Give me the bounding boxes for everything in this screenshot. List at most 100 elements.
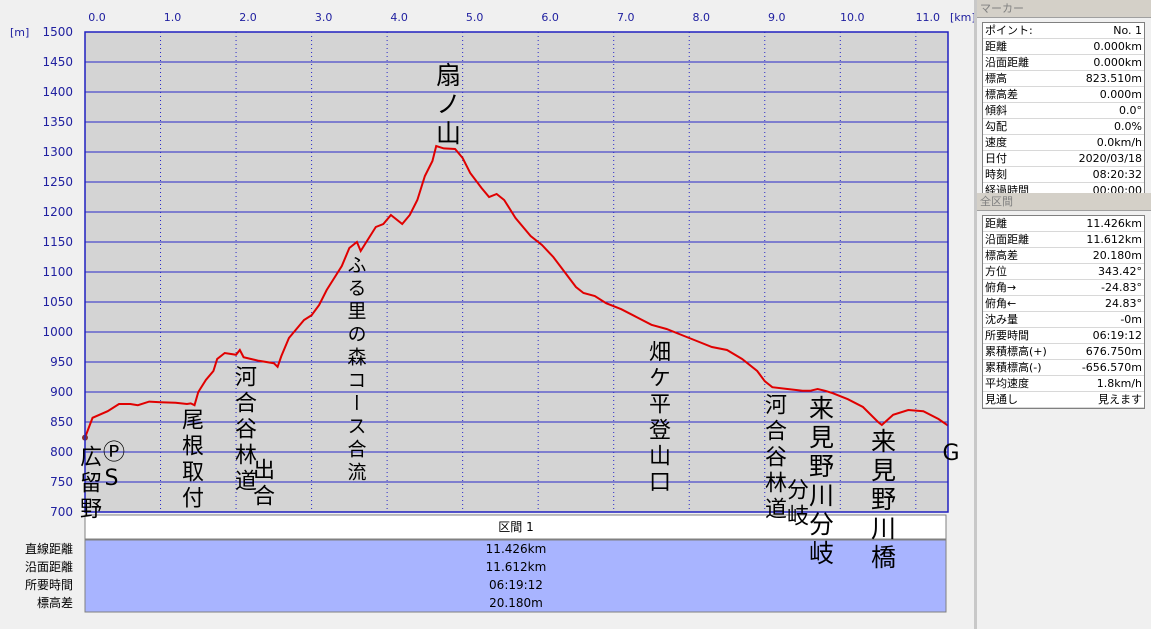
y-tick-label: 1100 <box>42 265 73 279</box>
row-label: 累積標高(+) <box>985 345 1047 358</box>
panel-row: 沿面距離 0.000km <box>983 55 1144 71</box>
row-label: 所要時間 <box>985 329 1029 342</box>
annotation: 扇ノ山 <box>432 62 462 149</box>
row-label: 距離 <box>985 40 1007 53</box>
row-label: 俯角← <box>985 297 1017 310</box>
x-tick-label: 0.0 <box>88 11 106 24</box>
panel-header: マーカー <box>977 0 1151 18</box>
panel-row: 累積標高(+) 676.750m <box>983 344 1144 360</box>
panel-row: 沈み量 -0m <box>983 312 1144 328</box>
annotation: 出合 <box>249 458 274 510</box>
x-tick-label: 7.0 <box>617 11 635 24</box>
row-value: -24.83° <box>1101 281 1142 294</box>
y-tick-label: 700 <box>50 505 73 519</box>
y-tick-label: 1400 <box>42 85 73 99</box>
row-label: 方位 <box>985 265 1007 278</box>
section-body <box>84 539 947 613</box>
x-tick-label: 8.0 <box>692 11 710 24</box>
panel-row: 勾配 0.0% <box>983 119 1144 135</box>
row-label: 傾斜 <box>985 104 1007 117</box>
panel-row: 累積標高(-) -656.570m <box>983 360 1144 376</box>
total-panel: 全区間 距離 11.426km 沿面距離 11.612km 標高差 20.180m 方位 34… <box>977 193 1151 409</box>
panel-row: 俯角← 24.83° <box>983 296 1144 312</box>
panel-row: 平均速度 1.8km/h <box>983 376 1144 392</box>
annotation: 分岐 <box>783 478 808 530</box>
row-value: 676.750m <box>1085 345 1142 358</box>
panel-row: 方位 343.42° <box>983 264 1144 280</box>
y-tick-label: 1350 <box>42 115 73 129</box>
row-label: 距離 <box>985 217 1007 230</box>
y-tick-label: 850 <box>50 415 73 429</box>
panel-row: 標高 823.510m <box>983 71 1144 87</box>
annotation: 広留野 <box>76 445 101 523</box>
y-tick-label: 1250 <box>42 175 73 189</box>
row-label: 俯角→ <box>985 281 1017 294</box>
row-label: 標高差 <box>985 88 1018 101</box>
row-value: 343.42° <box>1098 265 1142 278</box>
row-label: 見通し <box>985 393 1018 406</box>
row-label: 標高差 <box>985 249 1018 262</box>
section-value: 11.612km <box>486 560 547 574</box>
x-tick-label: 9.0 <box>768 11 786 24</box>
elevation-line <box>84 144 949 438</box>
panel-row: 見通し 見えます <box>983 392 1144 408</box>
y-tick-label: 1150 <box>42 235 73 249</box>
x-tick-label: 6.0 <box>541 11 559 24</box>
row-value: -0m <box>1120 313 1142 326</box>
section-label: 所要時間 <box>25 578 73 592</box>
row-value: 823.510m <box>1085 72 1142 85</box>
row-value: 24.83° <box>1105 297 1142 310</box>
section-label: 沿面距離 <box>25 560 73 574</box>
y-tick-label: 900 <box>50 385 73 399</box>
plot-border <box>84 31 949 513</box>
row-label: 時刻 <box>985 168 1007 181</box>
panel-row: 沿面距離 11.612km <box>983 232 1144 248</box>
row-label: 標高 <box>985 72 1007 85</box>
section-value: 06:19:12 <box>489 578 543 592</box>
annotation: G <box>942 441 960 466</box>
y-tick-label: 1050 <box>42 295 73 309</box>
x-tick-label: 11.0 <box>916 11 941 24</box>
panel-row: 距離 11.426km <box>983 216 1144 232</box>
marker-panel: マーカー ポイント: No. 1 距離 0.000km 沿面距離 0.000km 標高 823… <box>977 0 1151 200</box>
row-label: 日付 <box>985 152 1007 165</box>
total-table: 距離 11.426km 沿面距離 11.612km 標高差 20.180m 方位 343.42… <box>982 215 1145 409</box>
annotation: 畑ケ平登山口 <box>645 340 670 496</box>
section-label: 標高差 <box>37 595 73 610</box>
y-tick-label: 1450 <box>42 55 73 69</box>
splitter[interactable] <box>974 0 977 629</box>
row-label: 平均速度 <box>985 377 1029 390</box>
profile-chart: [m] [km] 700 750 800 850 900 950 1000 1050 1100 1… <box>10 11 974 613</box>
panel-row: 時刻 08:20:32 <box>983 167 1144 183</box>
row-value: 0.0% <box>1114 120 1142 133</box>
row-value: 0.000km <box>1093 40 1142 53</box>
annotation: 河合谷林道 <box>231 365 256 495</box>
section-label: 直線距離 <box>25 541 73 556</box>
row-value: 見えます <box>1098 393 1142 406</box>
annotation: 河合谷林道 <box>761 393 786 523</box>
row-label: ポイント: <box>985 24 1033 37</box>
row-value: 06:19:12 <box>1092 329 1142 342</box>
panel-row: 標高差 20.180m <box>983 248 1144 264</box>
x-tick-label: 3.0 <box>315 11 333 24</box>
panel-header: 全区間 <box>977 193 1151 211</box>
row-label: 沈み量 <box>985 313 1018 326</box>
section-value: 11.426km <box>486 542 547 556</box>
y-tick-label: 1000 <box>42 325 73 339</box>
x-tick-label: 1.0 <box>164 11 182 24</box>
row-value: 0.0km/h <box>1096 136 1142 149</box>
row-label: 累積標高(-) <box>985 361 1042 374</box>
row-label: 勾配 <box>985 120 1007 133</box>
row-value: 11.426km <box>1086 217 1142 230</box>
x-tick-label: 5.0 <box>466 11 484 24</box>
panel-row: 距離 0.000km <box>983 39 1144 55</box>
x-unit: [km] <box>950 11 974 24</box>
panel-row: 傾斜 0.0° <box>983 103 1144 119</box>
y-tick-label: 1300 <box>42 145 73 159</box>
section-header <box>84 514 947 540</box>
panel-row: 速度 0.0km/h <box>983 135 1144 151</box>
row-value: 0.000km <box>1093 56 1142 69</box>
annotation: 来見野川分岐 <box>805 395 835 569</box>
row-value: 2020/03/18 <box>1078 152 1142 165</box>
